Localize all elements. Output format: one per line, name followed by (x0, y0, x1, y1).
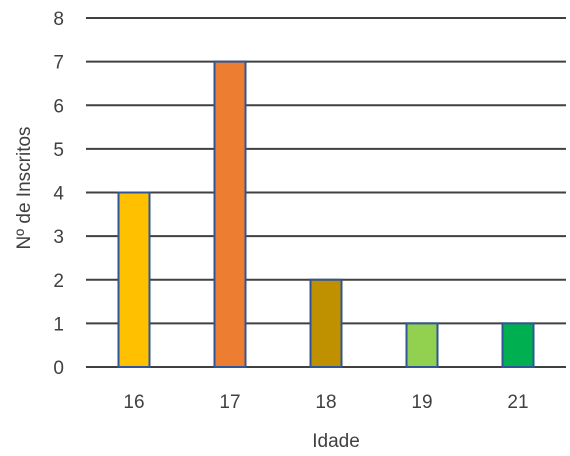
x-axis-title: Idade (312, 431, 360, 452)
x-tick-label: 17 (219, 392, 240, 413)
y-tick-label: 0 (53, 358, 64, 379)
y-tick-label: 1 (53, 314, 64, 335)
bar-17 (213, 60, 247, 368)
y-axis-ticks: 0 1 2 3 4 5 6 7 8 (53, 9, 64, 379)
bar-16 (117, 191, 151, 368)
y-tick-label: 2 (53, 271, 64, 292)
x-tick-label: 16 (123, 392, 144, 413)
bar-21 (501, 322, 535, 368)
x-tick-label: 18 (315, 392, 336, 413)
y-tick-label: 4 (53, 184, 64, 205)
y-tick-label: 3 (53, 227, 64, 248)
x-tick-label: 19 (411, 392, 432, 413)
gridlines (86, 17, 566, 368)
y-tick-label: 7 (53, 53, 64, 74)
y-axis-title: Nº de Inscritos (14, 126, 35, 249)
x-axis-ticks: 16 17 18 19 21 (123, 392, 528, 413)
bar-18 (309, 278, 343, 368)
bars (117, 60, 535, 368)
y-tick-label: 8 (53, 9, 64, 30)
y-tick-label: 6 (53, 96, 64, 117)
bar-19 (405, 322, 439, 368)
x-tick-label: 21 (507, 392, 528, 413)
y-tick-label: 5 (53, 140, 64, 161)
